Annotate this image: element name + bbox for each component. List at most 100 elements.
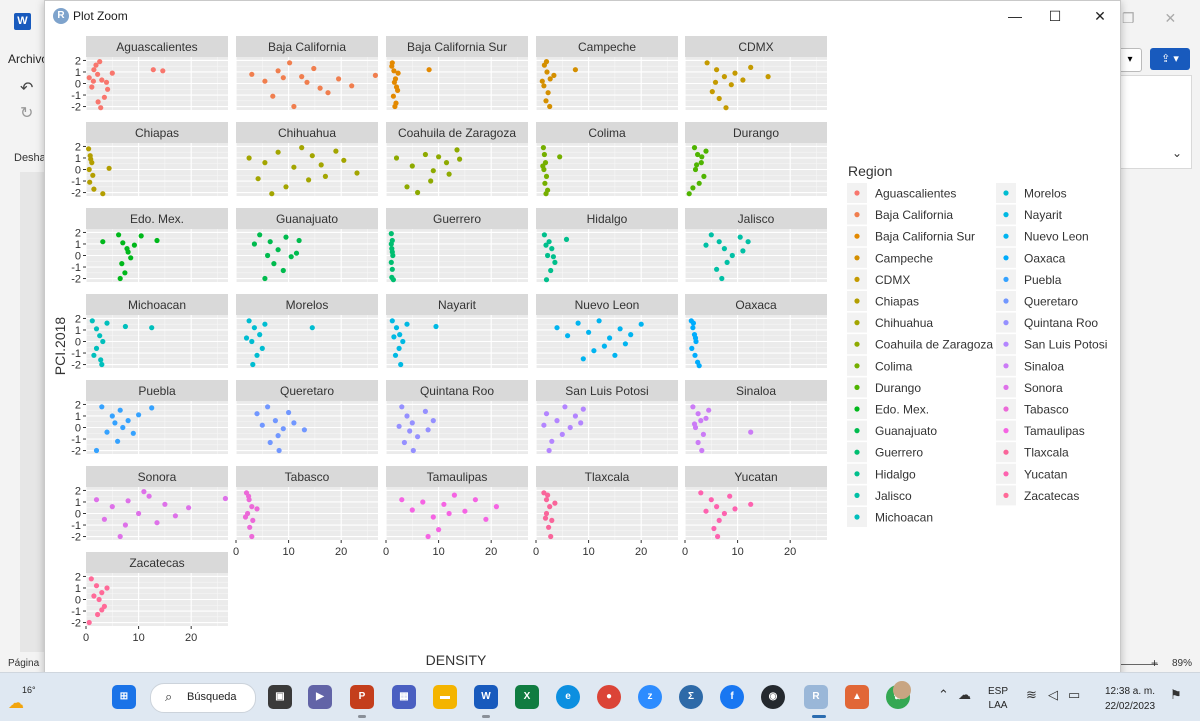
data-point [120, 240, 126, 246]
y-tick-label: 1 [75, 239, 81, 251]
title-bar[interactable]: R Plot Zoom — ☐ ✕ [45, 1, 1120, 31]
matlab-icon[interactable]: ▲ [845, 685, 869, 709]
r-taskbar-icon[interactable]: R [804, 685, 828, 709]
facet-label-san-luis-potosi: San Luis Potosi [565, 384, 648, 398]
data-point [548, 267, 554, 274]
close-button[interactable]: ✕ [1094, 8, 1106, 24]
y-tick-label: -2 [71, 446, 81, 458]
data-point [714, 504, 720, 510]
tray-chevron-icon[interactable]: ⌃ [938, 687, 949, 702]
excel-icon[interactable]: X [515, 685, 539, 709]
data-point [409, 507, 415, 513]
undo-group-label: Desha [14, 152, 46, 164]
edge-icon[interactable]: e [556, 685, 580, 709]
language-indicator[interactable]: ESP LAA [988, 685, 1008, 713]
data-point [549, 517, 555, 523]
data-point [728, 82, 734, 88]
data-point [86, 166, 92, 173]
weather-icon[interactable]: ☁ [8, 695, 24, 712]
legend-label-hidalgo: Hidalgo [875, 467, 916, 481]
data-point [265, 404, 271, 410]
taskbar: ☁ 16° ⊞ ⌕ Búsqueda ▣ ▶ P ▦ ▬ W X e ● z Σ… [0, 672, 1200, 721]
powerpoint-icon[interactable]: P [350, 685, 374, 709]
data-point [580, 356, 586, 362]
facet-label-queretaro: Queretaro [280, 384, 334, 398]
data-point [89, 84, 95, 90]
zoom-in-button[interactable]: + [1151, 656, 1159, 670]
zoom-app-icon[interactable]: z [638, 685, 662, 709]
facet-label-sonora: Sonora [138, 470, 177, 484]
clock[interactable]: 12:38 a. m. 22/02/2023 [1100, 684, 1160, 714]
data-point [732, 506, 738, 512]
facebook-icon[interactable]: f [720, 685, 744, 709]
chrome-icon[interactable]: ● [597, 685, 621, 709]
ribbon-expand-icon[interactable]: ⌄ [1172, 146, 1183, 160]
start-icon[interactable]: ⊞ [112, 685, 136, 709]
legend-swatch-chiapas [854, 298, 860, 304]
data-point [172, 513, 178, 519]
data-point [93, 497, 100, 503]
data-point [392, 352, 399, 358]
file-explorer-icon[interactable]: ▬ [433, 685, 457, 709]
data-point [541, 232, 547, 238]
data-point [119, 261, 125, 267]
data-point [541, 83, 547, 89]
facet-strip-puebla [86, 380, 228, 401]
data-point [388, 259, 394, 265]
share-button[interactable]: ⇪ ▾ [1150, 48, 1190, 70]
task-view-icon[interactable]: ▣ [268, 685, 292, 709]
data-point [542, 515, 549, 521]
avatar[interactable] [893, 681, 911, 699]
archivo-menu[interactable]: Archivo [8, 52, 49, 66]
data-point [311, 65, 317, 72]
data-point [723, 105, 729, 111]
data-point [109, 504, 115, 510]
data-point [104, 585, 110, 591]
data-point [410, 447, 416, 454]
data-point [539, 78, 545, 84]
facet-strip-queretaro [236, 380, 378, 401]
teams-icon[interactable]: ▶ [308, 685, 332, 709]
y-tick-label: 2 [75, 227, 81, 239]
legend-label-yucatan: Yucatan [1024, 467, 1067, 481]
legend-swatch-hidalgo [854, 471, 860, 477]
word-taskbar-icon[interactable]: W [474, 685, 498, 709]
minimize-button[interactable]: — [1008, 8, 1022, 24]
math-icon[interactable]: Σ [679, 685, 703, 709]
data-point [262, 160, 268, 166]
y-tick-label: -1 [71, 606, 81, 618]
cloud-icon[interactable]: ☁ [958, 687, 971, 702]
notifications-icon[interactable]: ⚑ [1170, 687, 1182, 702]
maximize-button[interactable]: ☐ [1048, 8, 1062, 24]
legend-label-quintana-roo: Quintana Roo [1024, 316, 1098, 330]
ribbon-dropdown-button[interactable]: ▾ [1118, 48, 1142, 72]
data-point [721, 510, 728, 517]
y-tick-label: -2 [71, 102, 81, 114]
wifi-icon[interactable]: ≋ [1026, 687, 1037, 702]
x-tick-label: 20 [185, 632, 197, 644]
x-tick-label: 20 [335, 546, 347, 558]
github-icon[interactable]: ◉ [761, 685, 785, 709]
zoom-slider[interactable] [1120, 664, 1158, 665]
y-tick-label: 0 [75, 595, 81, 607]
undo-icon[interactable]: ↶ [20, 80, 34, 97]
search-box[interactable]: ⌕ Búsqueda [150, 683, 256, 713]
y-tick-label: 0 [75, 337, 81, 349]
facet-strip-sonora [86, 466, 228, 487]
data-point [547, 103, 553, 110]
data-point [122, 522, 128, 528]
data-point [269, 191, 275, 197]
data-point [695, 151, 701, 158]
data-point [222, 495, 228, 502]
data-point [391, 334, 397, 340]
redo-icon[interactable]: ↻ [20, 105, 34, 122]
volume-icon[interactable]: ◁ [1048, 687, 1058, 702]
battery-icon[interactable]: ▭ [1068, 687, 1081, 702]
data-point [711, 525, 717, 532]
calculator-icon[interactable]: ▦ [392, 685, 416, 709]
data-point [97, 333, 103, 339]
data-point [275, 433, 281, 439]
data-point [554, 418, 560, 424]
search-label: Búsqueda [187, 691, 237, 703]
data-point [391, 79, 397, 85]
